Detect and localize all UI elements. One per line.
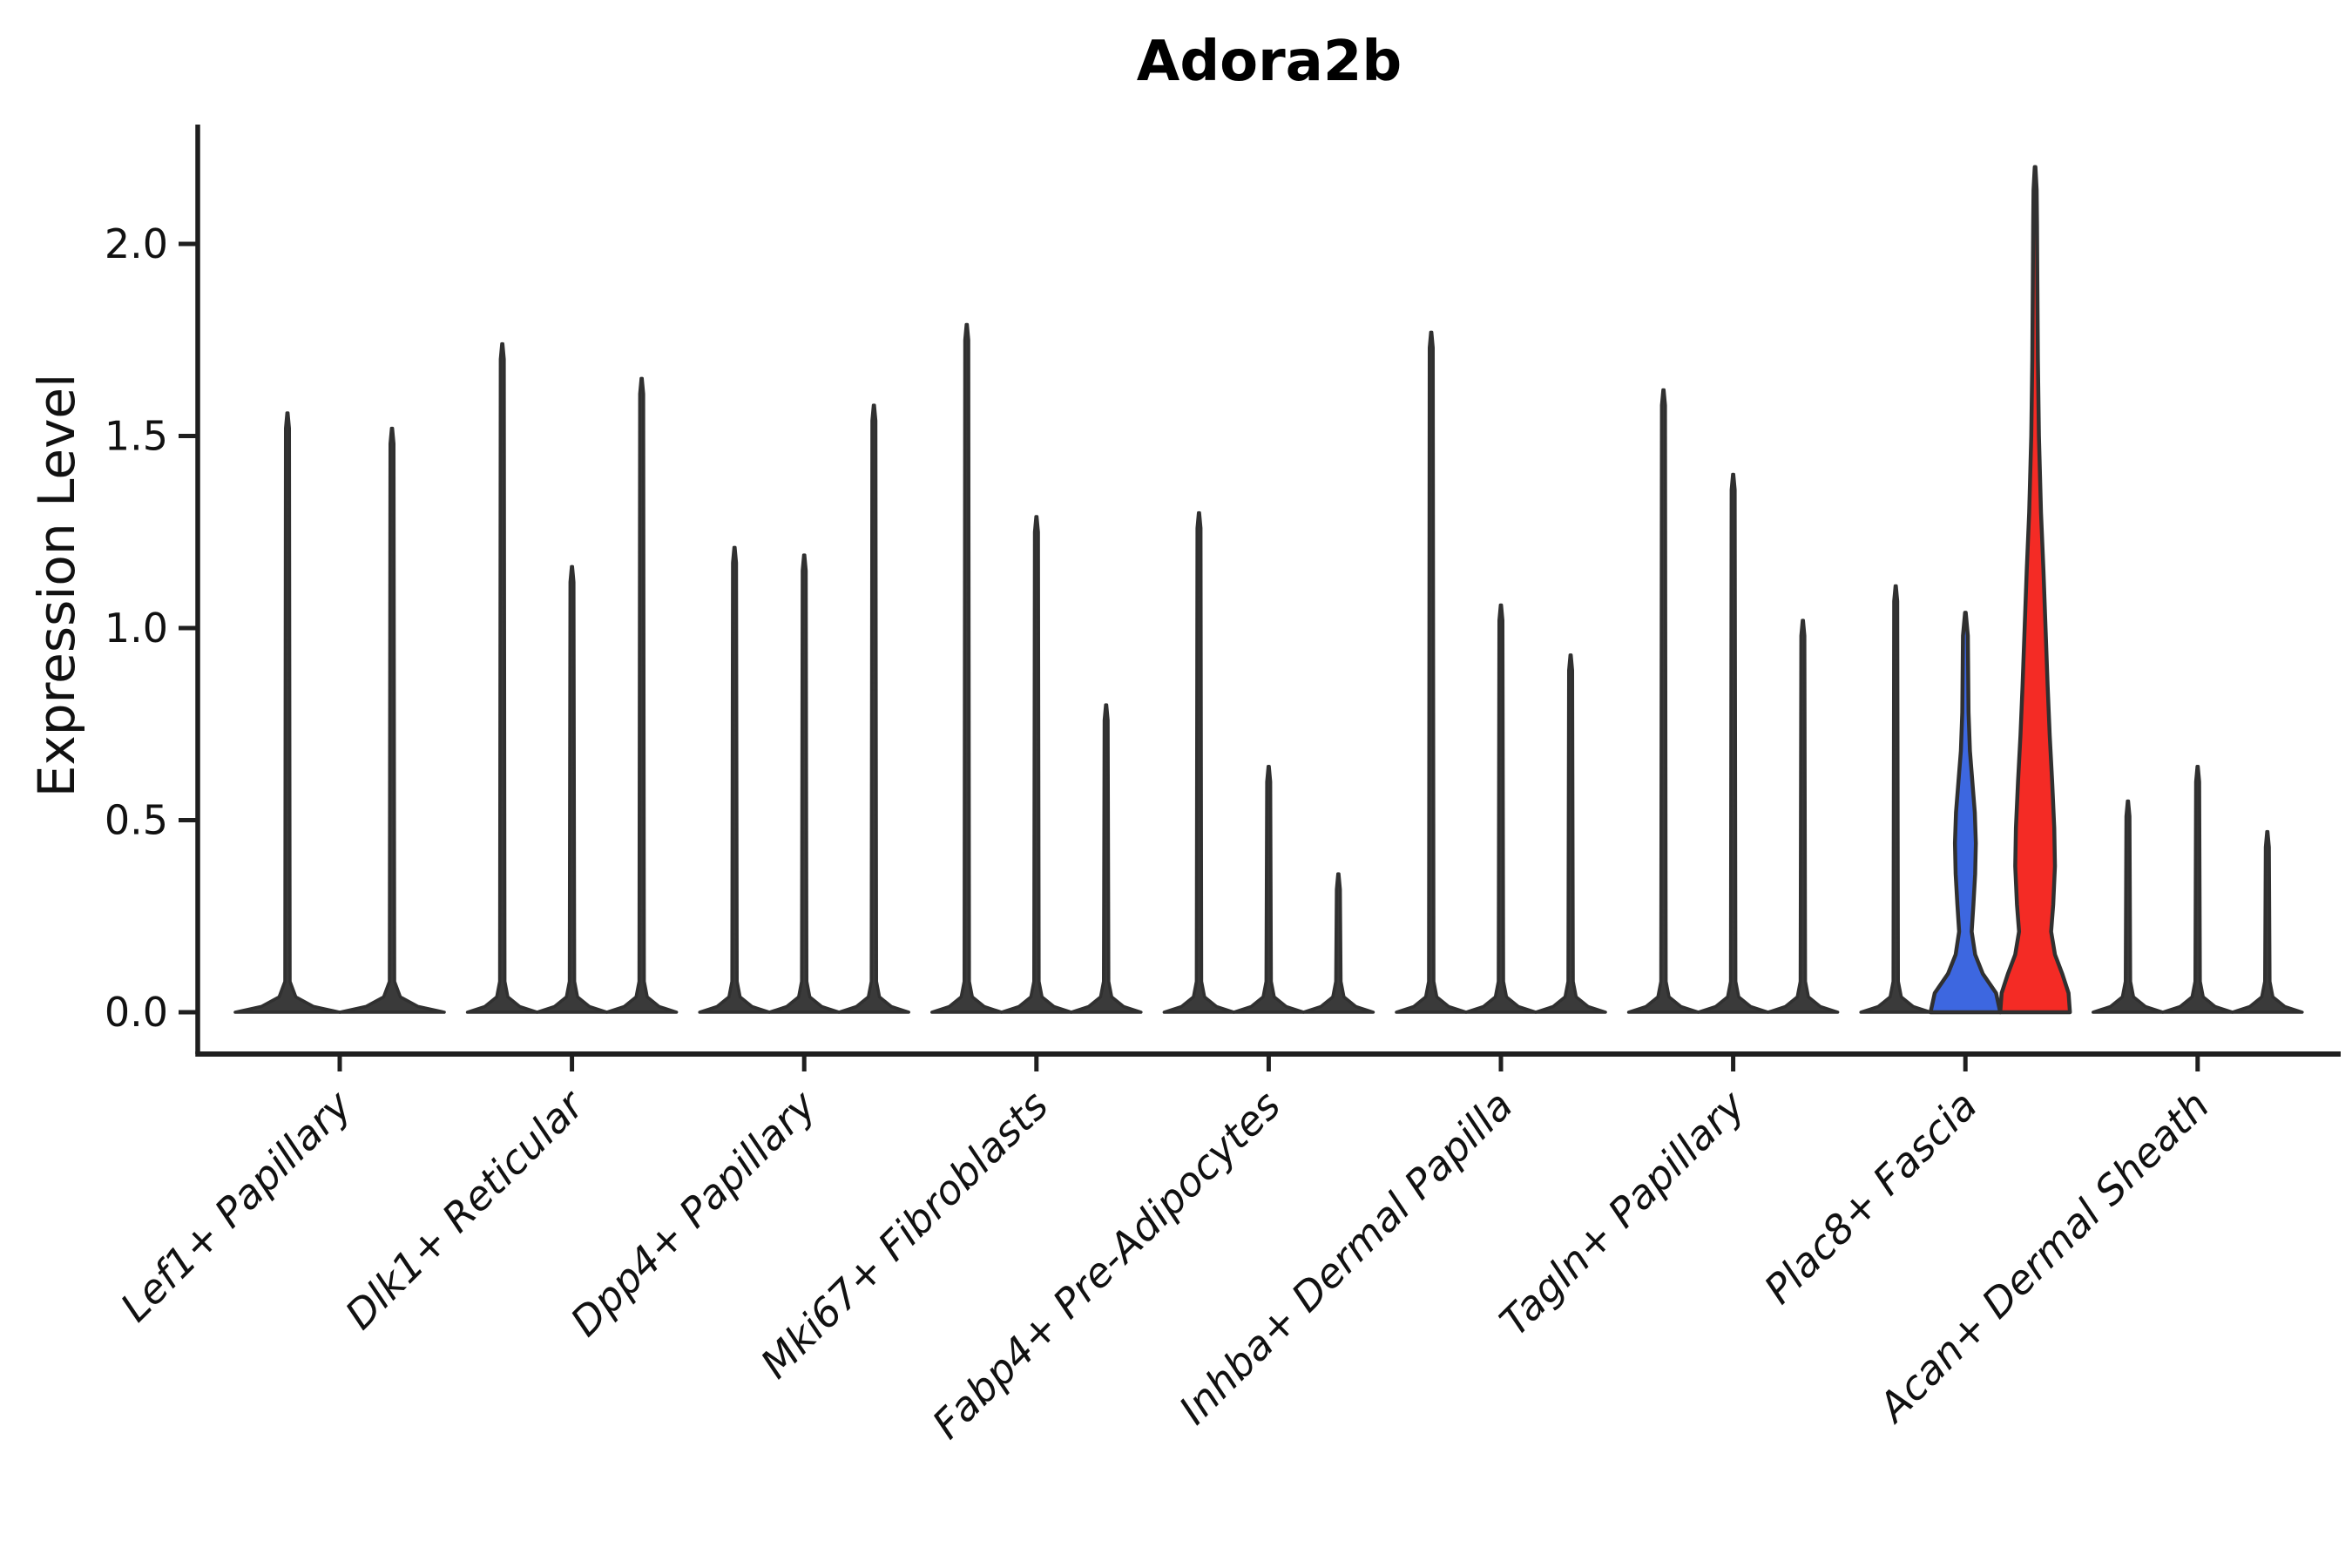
violin-spike-1-2 [605,376,679,1014]
violin-spike-8-2 [2231,829,2304,1014]
violin-spike-2-2 [837,403,910,1014]
y-tick-label: 1.0 [105,605,168,652]
violin-spike-6-0 [1626,388,1700,1014]
violin-filled-7-2 [1997,165,2072,1015]
y-tick-label: 0.5 [105,797,168,844]
chart-title: Adora2b [1137,30,1402,94]
violin-spike-6-1 [1696,472,1770,1014]
x-tick-label: Dlk1+ Reticular [336,1079,595,1338]
x-tick-label: Tagln+ Papillary [1490,1081,1754,1345]
y-tick-label: 1.5 [105,413,168,460]
violin-spike-6-2 [1766,618,1840,1014]
violin-spike-0-1 [338,426,446,1014]
violin-spike-8-0 [2092,799,2165,1014]
violin-spike-3-1 [1000,515,1073,1014]
violin-spike-4-2 [1301,872,1375,1014]
violin-spike-2-1 [767,553,841,1014]
violin-spike-1-1 [535,564,609,1014]
x-tick-label: Plac8+ Fascia [1755,1082,1986,1313]
y-tick-label: 2.0 [105,220,168,267]
violin-spike-1-0 [465,341,539,1014]
violin-spike-5-1 [1464,603,1538,1014]
violin-spike-3-0 [930,322,1004,1014]
violin-spike-3-2 [1070,703,1143,1014]
violin-spike-8-1 [2161,765,2234,1014]
x-tick-label: Dpp4+ Papillary [561,1081,825,1345]
violin-spike-5-0 [1395,330,1468,1014]
violin-spike-4-1 [1232,765,1306,1014]
violin-spike-2-0 [698,545,771,1014]
violin-spike-7-0 [1859,584,1932,1014]
y-tick-label: 0.0 [105,989,168,1036]
violin-spike-4-0 [1162,510,1236,1014]
x-tick-label: Lef1+ Papillary [112,1081,361,1330]
violin-spike-5-2 [1534,653,1607,1014]
violin-filled-7-1 [1928,611,2003,1015]
violin-spike-0-0 [233,411,341,1014]
y-axis-label: Expression Level [27,374,86,797]
